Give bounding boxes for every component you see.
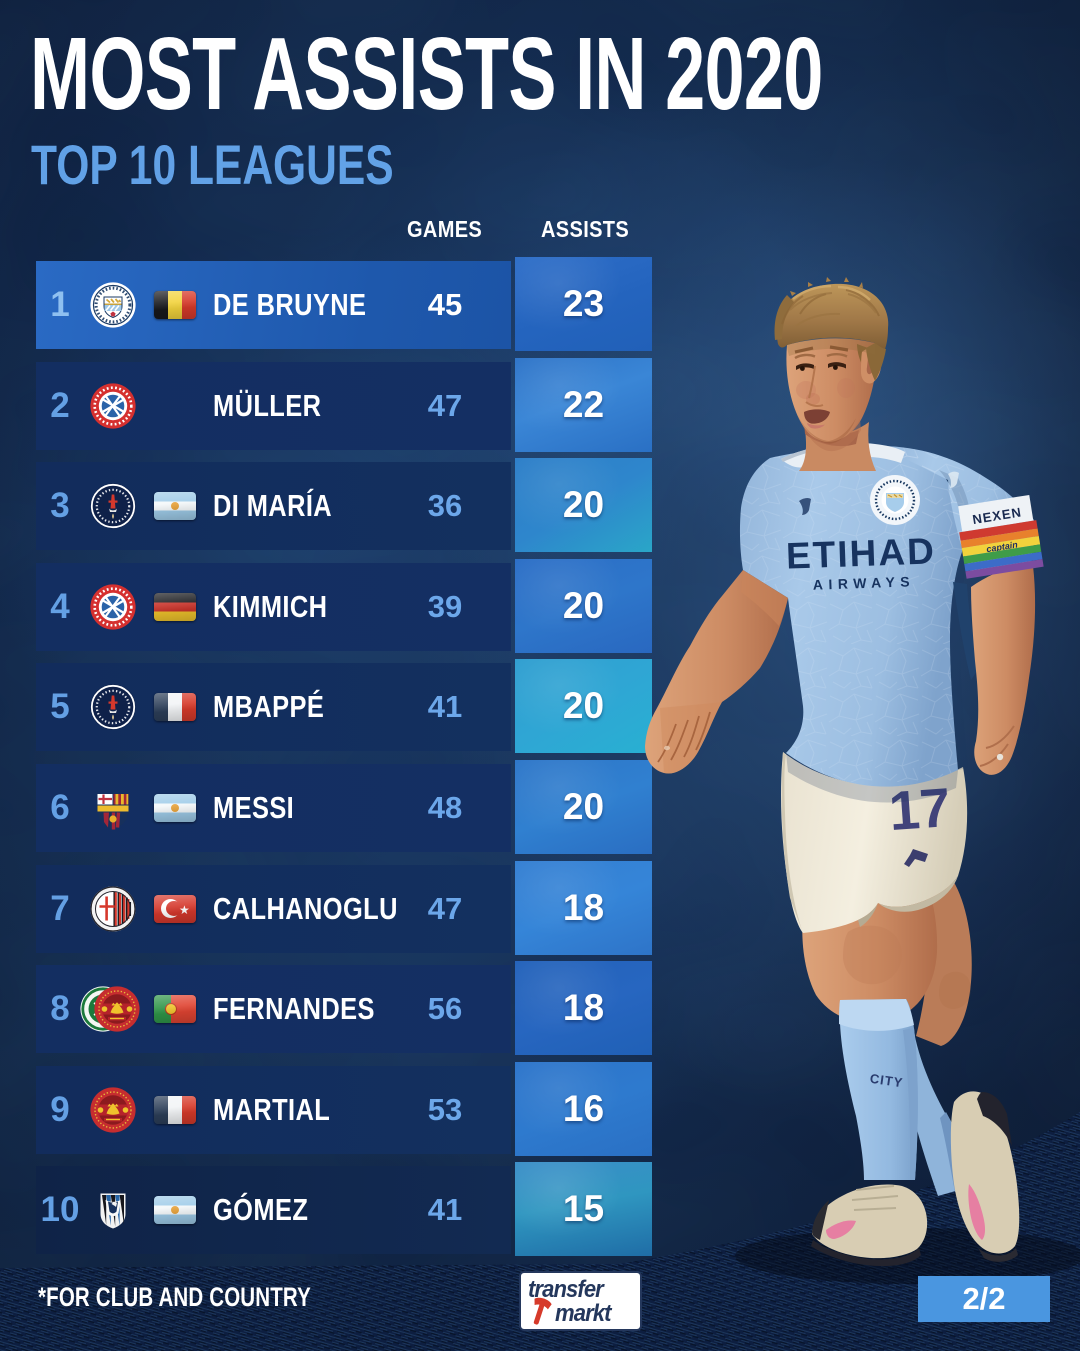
svg-text:AIRWAYS: AIRWAYS bbox=[813, 573, 916, 593]
svg-text:ETIHAD: ETIHAD bbox=[785, 530, 936, 576]
svg-text:CITY: CITY bbox=[869, 1071, 904, 1091]
svg-text:17: 17 bbox=[887, 776, 952, 842]
